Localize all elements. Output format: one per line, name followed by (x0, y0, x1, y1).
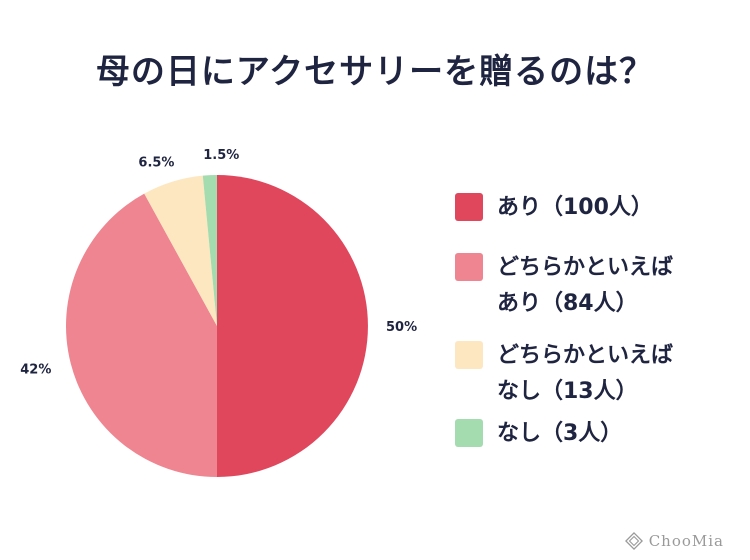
legend-item-nashi: なし（3人） (455, 416, 622, 452)
legend-label-dochiraka-nashi: どちらかといえば なし（13人） (497, 343, 674, 404)
legend-swatch-nashi (455, 419, 483, 447)
legend-item-dochiraka-nashi: どちらかといえば なし（13人） (455, 338, 673, 410)
diamond-logo-icon (624, 532, 643, 550)
pie-label-dochiraka-nashi: 6.5% (138, 155, 174, 170)
chart-title: 母の日にアクセサリーを贈るのは？ (95, 52, 655, 92)
watermark-text: ChooMia (648, 532, 724, 550)
legend-swatch-ari (455, 193, 483, 221)
legend-label-nashi: なし（3人） (497, 421, 623, 446)
pie-slices (65, 175, 368, 478)
legend-swatch-dochiraka-nashi (455, 341, 483, 369)
pie-label-nashi: 1.5% (203, 148, 239, 163)
pie-slice-dochiraka-nashi (144, 175, 217, 326)
pie-labels: 50% 42% 6.5% 1.5% (20, 148, 417, 377)
pie-label-ari: 50% (386, 320, 417, 335)
pie-label-dochiraka-ari: 42% (20, 363, 51, 378)
legend-label-ari: あり（100人） (497, 195, 653, 220)
legend-swatch-dochiraka-ari (455, 253, 483, 281)
pie-slice-nashi (202, 175, 217, 326)
pie-slice-dochiraka-ari (65, 193, 218, 478)
legend-item-dochiraka-ari: どちらかといえば あり（84人） (455, 250, 673, 322)
legend-item-ari: あり（100人） (455, 190, 653, 226)
pie-slice-ari (217, 175, 368, 477)
watermark: ChooMia (624, 532, 724, 550)
legend-label-dochiraka-ari: どちらかといえば あり（84人） (497, 255, 674, 316)
